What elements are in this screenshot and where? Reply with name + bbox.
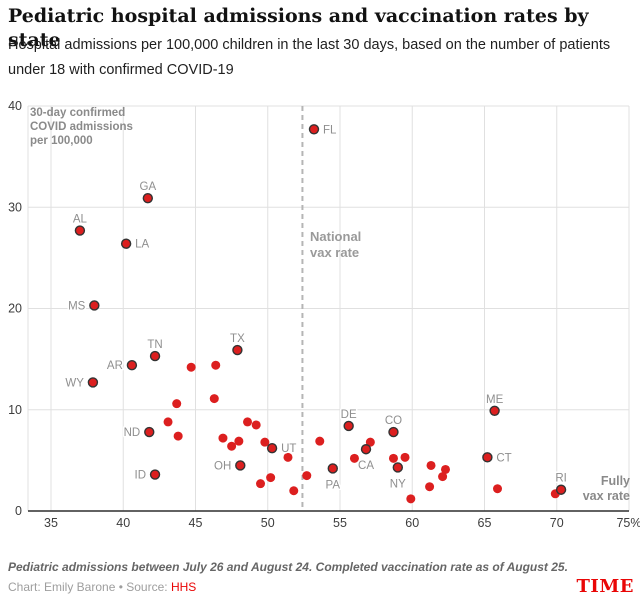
state-label-ny: NY: [390, 478, 406, 490]
scatter-plot-svg: 35 40 45 50 55 60 65 70 75% 0 10 20 30 40 FL GA AL LA MS TX…: [8, 99, 640, 530]
data-point-tn[interactable]: [149, 350, 161, 362]
source-link[interactable]: HHS: [170, 580, 197, 594]
y-tick-label: 30: [8, 200, 22, 214]
data-point[interactable]: [302, 471, 312, 481]
data-point[interactable]: [349, 453, 359, 463]
data-point-ms[interactable]: [89, 300, 100, 311]
state-label-ct: CT: [496, 452, 511, 464]
data-point-tx[interactable]: [232, 344, 243, 356]
data-point[interactable]: [218, 433, 228, 443]
data-point-me[interactable]: [489, 405, 500, 416]
state-label-la: LA: [135, 239, 149, 251]
data-point[interactable]: [365, 437, 375, 447]
scatter-plot: 35 40 45 50 55 60 65 70 75% 0 10 20 30 40 FL GA AL LA MS TX…: [0, 96, 640, 546]
data-point-oh[interactable]: [235, 460, 246, 471]
data-point-la[interactable]: [120, 238, 132, 249]
data-point[interactable]: [234, 436, 244, 446]
chart-footnote: Pediatric admissions between July 26 and…: [8, 560, 568, 574]
state-label-al: AL: [73, 214, 88, 226]
time-logo: TIME: [576, 576, 634, 597]
x-tick-label: 60: [405, 516, 419, 530]
data-point[interactable]: [243, 417, 253, 427]
data-point-nd[interactable]: [144, 426, 155, 438]
data-point-al[interactable]: [74, 225, 86, 236]
x-tick-label: 40: [116, 516, 130, 530]
state-label-co: CO: [385, 415, 402, 427]
state-label-wy: WY: [65, 377, 84, 389]
data-point[interactable]: [186, 362, 196, 372]
data-point[interactable]: [289, 486, 299, 496]
y-tick-label: 0: [15, 504, 22, 518]
x-tick-label: 70: [550, 516, 564, 530]
x-tick-label: 75%: [616, 516, 640, 530]
data-point-ga[interactable]: [142, 192, 154, 204]
data-point[interactable]: [388, 453, 398, 463]
data-point[interactable]: [406, 494, 416, 504]
data-point-ar[interactable]: [126, 360, 138, 371]
data-point-id[interactable]: [149, 469, 161, 480]
data-point[interactable]: [425, 482, 435, 492]
y-tick-label: 40: [8, 99, 22, 113]
data-point-ca[interactable]: [360, 444, 372, 455]
state-label-oh: OH: [214, 460, 231, 472]
data-point[interactable]: [400, 452, 410, 462]
page-title: Pediatric hospital admissions and vaccin…: [8, 5, 589, 51]
x-tick-label: 55: [333, 516, 347, 530]
data-point-ri[interactable]: [555, 484, 567, 495]
state-label-pa: PA: [326, 479, 341, 491]
state-label-tx: TX: [230, 333, 245, 345]
data-point-ct[interactable]: [482, 452, 493, 463]
credit-line: Chart: Emily Barone • Source: HHS: [8, 580, 196, 594]
data-point[interactable]: [163, 417, 173, 427]
state-label-de: DE: [341, 409, 357, 421]
state-label-fl: FL: [323, 124, 337, 136]
data-point[interactable]: [266, 473, 276, 483]
data-point[interactable]: [283, 452, 293, 462]
data-point[interactable]: [227, 441, 237, 451]
state-label-ga: GA: [140, 181, 157, 193]
credit-prefix: Chart: Emily Barone • Source:: [8, 580, 171, 594]
y-tick-label: 20: [8, 302, 22, 316]
data-point[interactable]: [173, 431, 183, 441]
state-label-ms: MS: [68, 300, 86, 312]
state-label-ut: UT: [281, 443, 296, 455]
data-point-ny[interactable]: [392, 462, 403, 473]
data-point-fl[interactable]: [308, 124, 320, 135]
data-point[interactable]: [493, 484, 503, 494]
data-point[interactable]: [256, 479, 266, 489]
data-point[interactable]: [315, 436, 325, 446]
data-point-co[interactable]: [388, 426, 399, 438]
data-point-ut[interactable]: [266, 443, 278, 454]
state-label-nd: ND: [124, 427, 141, 439]
data-point[interactable]: [440, 464, 450, 474]
state-label-me: ME: [486, 394, 504, 406]
data-point[interactable]: [260, 437, 270, 447]
data-point[interactable]: [211, 360, 221, 370]
data-point-de[interactable]: [343, 420, 354, 432]
y-tick-label: 10: [8, 403, 22, 417]
state-label-tn: TN: [147, 339, 162, 351]
data-point-wy[interactable]: [87, 377, 99, 388]
x-tick-label: 45: [189, 516, 203, 530]
state-label-id: ID: [135, 470, 147, 482]
state-label-ar: AR: [107, 360, 123, 372]
data-point[interactable]: [438, 472, 448, 482]
data-point[interactable]: [251, 420, 261, 430]
x-tick-label: 35: [44, 516, 58, 530]
data-point[interactable]: [172, 399, 182, 409]
x-tick-label: 50: [261, 516, 275, 530]
data-point[interactable]: [209, 394, 219, 404]
state-label-ri: RI: [555, 473, 567, 485]
data-point-pa[interactable]: [327, 463, 338, 474]
x-tick-label: 65: [478, 516, 492, 530]
state-label-ca: CA: [358, 460, 374, 472]
chart-subtitle: Hospital admissions per 100,000 children…: [8, 37, 611, 78]
data-point[interactable]: [426, 460, 436, 470]
